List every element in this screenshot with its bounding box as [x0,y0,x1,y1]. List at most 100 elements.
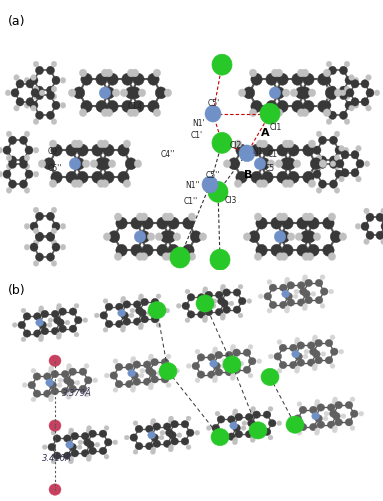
Circle shape [250,438,255,442]
Circle shape [318,101,329,113]
Circle shape [350,426,355,430]
Circle shape [229,302,234,306]
Circle shape [49,366,54,371]
Circle shape [6,188,12,194]
Circle shape [266,101,277,113]
Circle shape [308,245,319,257]
Circle shape [228,416,235,423]
Circle shape [140,369,145,373]
Circle shape [105,110,113,117]
Circle shape [267,280,272,285]
Circle shape [295,353,303,360]
Circle shape [326,62,332,68]
Circle shape [81,450,89,457]
Circle shape [381,222,383,231]
Circle shape [301,70,309,78]
Circle shape [69,368,77,376]
Circle shape [230,347,235,352]
Circle shape [115,364,123,371]
Circle shape [77,145,88,157]
Circle shape [161,376,169,383]
Circle shape [38,337,43,342]
Circle shape [96,101,107,113]
Circle shape [33,95,39,100]
Circle shape [160,231,172,243]
Circle shape [170,247,190,269]
Circle shape [188,253,196,261]
Circle shape [346,90,354,98]
Circle shape [228,358,235,365]
Circle shape [34,330,41,338]
Circle shape [136,253,144,261]
Circle shape [297,245,308,257]
Circle shape [256,245,267,257]
Circle shape [51,371,59,378]
Circle shape [315,428,320,433]
Circle shape [46,87,54,95]
Circle shape [213,363,221,370]
Circle shape [285,306,290,311]
Circle shape [285,293,293,301]
Circle shape [66,145,77,157]
Circle shape [3,147,11,155]
Circle shape [309,348,317,356]
Circle shape [36,233,44,242]
Circle shape [308,90,316,98]
Circle shape [129,314,134,318]
Circle shape [251,101,262,113]
Circle shape [233,289,241,297]
Circle shape [177,433,182,438]
Circle shape [287,233,295,241]
Circle shape [319,161,326,169]
Circle shape [212,133,232,154]
Circle shape [133,318,141,326]
Circle shape [356,146,361,152]
Circle shape [297,110,305,117]
Circle shape [356,160,364,168]
Circle shape [271,245,282,257]
Circle shape [339,112,347,120]
Circle shape [313,364,318,369]
Circle shape [165,309,170,314]
Circle shape [186,445,191,449]
Circle shape [344,62,350,68]
Circle shape [213,347,218,352]
Circle shape [49,382,56,389]
Circle shape [48,369,53,373]
Circle shape [243,233,251,241]
Circle shape [51,328,59,335]
Circle shape [356,177,361,183]
Circle shape [107,101,118,113]
Circle shape [324,411,329,416]
Circle shape [105,439,112,446]
Circle shape [87,426,92,430]
Circle shape [51,87,57,93]
Circle shape [39,322,46,329]
Circle shape [267,309,272,314]
Circle shape [361,81,369,89]
Circle shape [175,369,180,373]
Circle shape [89,430,97,437]
Circle shape [273,88,285,100]
Circle shape [285,309,290,314]
Circle shape [51,95,57,100]
Circle shape [284,158,296,170]
Circle shape [247,299,252,304]
Circle shape [148,385,153,390]
Circle shape [186,416,191,421]
Circle shape [66,441,74,448]
Circle shape [339,350,344,354]
Circle shape [295,340,300,345]
Circle shape [317,404,325,411]
Circle shape [51,119,57,125]
Circle shape [133,74,144,86]
Circle shape [232,440,237,445]
Circle shape [181,438,189,445]
Circle shape [169,432,176,439]
Circle shape [26,81,34,89]
Circle shape [243,88,255,100]
Circle shape [52,102,60,110]
Circle shape [57,383,62,388]
Circle shape [107,74,118,86]
Circle shape [290,362,297,369]
